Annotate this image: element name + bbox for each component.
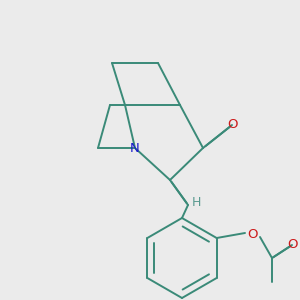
Text: N: N bbox=[130, 142, 140, 154]
Text: O: O bbox=[227, 118, 237, 131]
Text: O: O bbox=[247, 229, 257, 242]
Text: O: O bbox=[287, 238, 297, 251]
Text: H: H bbox=[191, 196, 201, 209]
